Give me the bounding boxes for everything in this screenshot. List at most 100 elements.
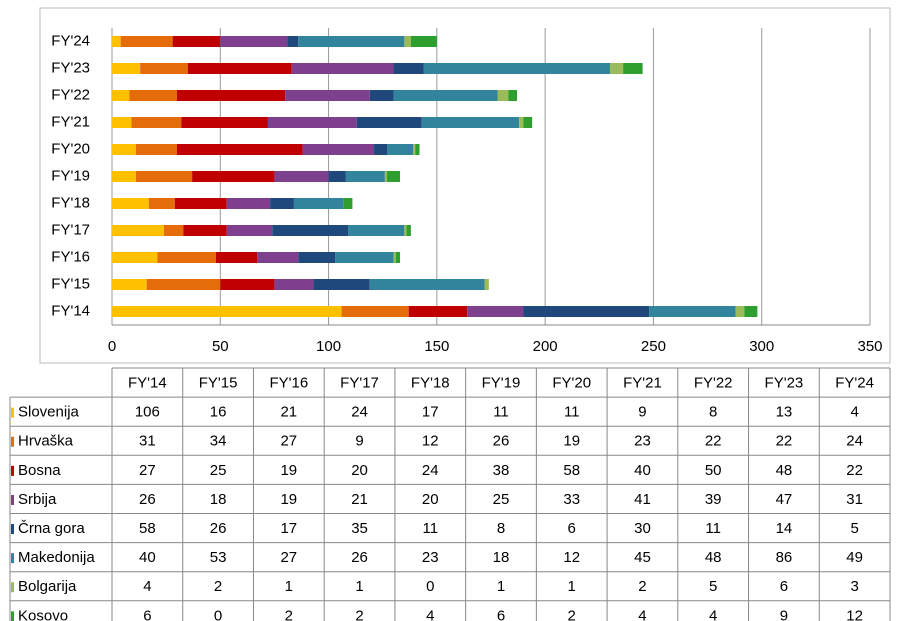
table-cell: 2: [214, 578, 222, 595]
bar-segment: [272, 225, 349, 236]
table-cell: 31: [846, 491, 863, 508]
x-tick-label: 250: [641, 338, 666, 355]
bar-segment: [112, 117, 132, 128]
table-cell: 0: [214, 607, 222, 621]
table-cell: 4: [426, 607, 434, 621]
table-header: FY'18: [411, 375, 450, 392]
bar-segment: [129, 90, 177, 101]
bar-segment: [287, 36, 299, 47]
bar-segment: [410, 36, 437, 47]
bar-segment: [146, 279, 221, 290]
table-cell: 17: [422, 404, 439, 421]
bar-segment: [135, 144, 177, 155]
table-cell: 25: [210, 462, 227, 479]
bar-segment: [735, 306, 745, 317]
bar-segment: [220, 279, 275, 290]
bar-segment: [267, 117, 357, 128]
table-cell: 11: [422, 520, 438, 537]
legend-label: Kosovo: [18, 607, 68, 621]
table-header: FY'23: [765, 375, 804, 392]
x-tick-label: 50: [212, 338, 229, 355]
table-cell: 24: [351, 404, 368, 421]
bar-segment: [384, 171, 388, 182]
y-tick-label: FY'19: [51, 167, 90, 184]
table-cell: 21: [351, 491, 368, 508]
table-cell: 22: [705, 433, 722, 450]
bar-segment: [395, 252, 401, 263]
bar-segment: [220, 36, 288, 47]
table-cell: 12: [563, 549, 580, 566]
legend-label: Hrvaška: [18, 433, 74, 450]
table-cell: 2: [285, 607, 293, 621]
bar-segment: [406, 225, 411, 236]
bar-segment: [183, 225, 227, 236]
table-header: FY'21: [623, 375, 662, 392]
table-cell: 18: [210, 491, 227, 508]
y-tick-label: FY'21: [51, 113, 90, 130]
table-cell: 6: [143, 607, 151, 621]
table-cell: 18: [493, 549, 510, 566]
bar-segment: [374, 144, 388, 155]
table-cell: 40: [139, 549, 156, 566]
table-cell: 41: [634, 491, 651, 508]
table-cell: 38: [493, 462, 510, 479]
bar-segment: [163, 225, 184, 236]
bar-segment: [519, 117, 524, 128]
bar-segment: [112, 90, 130, 101]
table-cell: 6: [497, 607, 505, 621]
bar-segment: [226, 198, 271, 209]
bar-segment: [393, 252, 396, 263]
bar-segment: [343, 198, 353, 209]
bar-segment: [293, 198, 344, 209]
bar-segment: [369, 90, 394, 101]
legend-label: Srbija: [18, 491, 57, 508]
legend-key: [11, 524, 14, 535]
bar-segment: [291, 63, 394, 74]
table-cell: 58: [563, 462, 580, 479]
table-cell: 3: [850, 578, 858, 595]
table-cell: 26: [210, 520, 227, 537]
y-tick-label: FY'15: [51, 275, 90, 292]
legend-key: [11, 436, 14, 447]
bar-segment: [274, 171, 329, 182]
bar-segment: [112, 225, 164, 236]
legend-key: [11, 582, 14, 593]
table-cell: 4: [709, 607, 717, 621]
table-cell: 1: [285, 578, 293, 595]
table-header: FY'15: [199, 375, 238, 392]
bar-segment: [274, 279, 314, 290]
table-cell: 2: [568, 607, 576, 621]
table-cell: 8: [709, 404, 717, 421]
bar-segment: [176, 90, 286, 101]
bar-segment: [172, 36, 221, 47]
bar-segment: [497, 90, 509, 101]
bar-segment: [348, 225, 405, 236]
bar-segment: [415, 144, 420, 155]
table-cell: 4: [638, 607, 646, 621]
y-tick-label: FY'22: [51, 86, 90, 103]
x-tick-label: 300: [749, 338, 774, 355]
table-cell: 11: [564, 404, 580, 421]
y-tick-label: FY'24: [51, 32, 90, 49]
table-cell: 48: [776, 462, 793, 479]
table-cell: 24: [846, 433, 863, 450]
y-tick-label: FY'16: [51, 248, 90, 265]
table-cell: 2: [638, 578, 646, 595]
legend-label: Bolgarija: [18, 578, 77, 595]
table-cell: 13: [776, 404, 793, 421]
table-cell: 22: [846, 462, 863, 479]
table-cell: 50: [705, 462, 722, 479]
x-tick-label: 150: [424, 338, 449, 355]
bar-segment: [192, 171, 275, 182]
bar-segment: [302, 144, 375, 155]
table-cell: 14: [776, 520, 793, 537]
table-cell: 6: [568, 520, 576, 537]
table-cell: 9: [780, 607, 788, 621]
bar-segment: [404, 225, 407, 236]
table-header: FY'16: [269, 375, 308, 392]
table-cell: 23: [422, 549, 439, 566]
table-cell: 5: [709, 578, 717, 595]
table-cell: 4: [143, 578, 151, 595]
bar-segment: [404, 36, 411, 47]
table-cell: 5: [850, 520, 858, 537]
